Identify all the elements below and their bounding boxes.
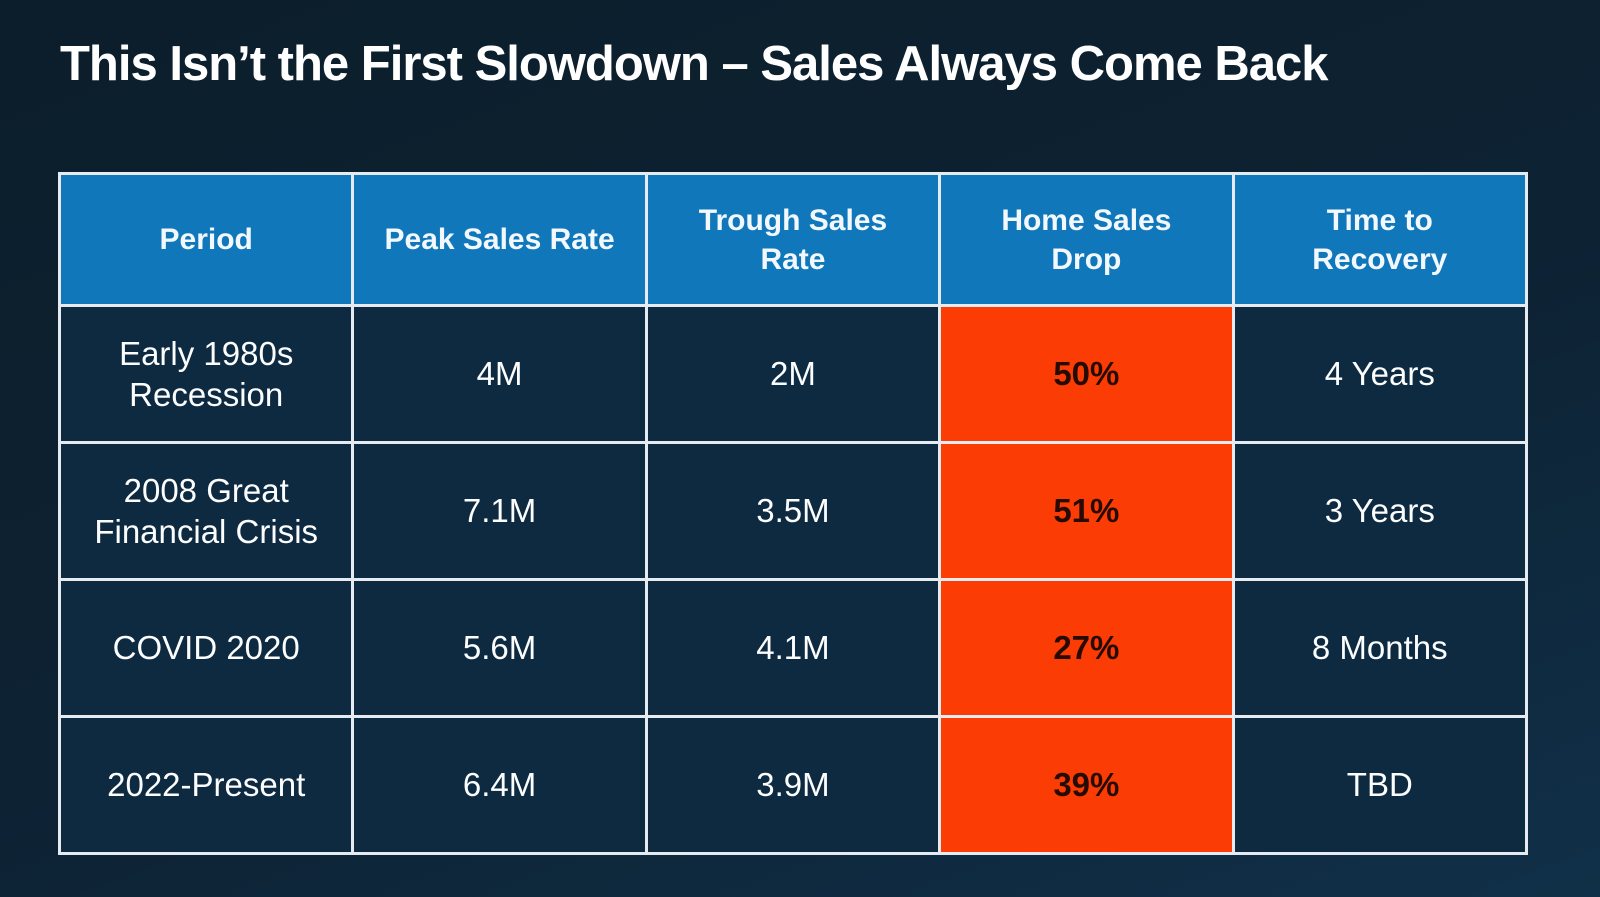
cell-peak: 4M [351, 304, 648, 444]
table-header: Period Peak Sales Rate Trough Sales Rate… [57, 172, 1529, 307]
cell-period: Early 1980s Recession [57, 304, 355, 444]
cell-trough: 4.1M [644, 578, 942, 718]
table-row: 2022-Present 6.4M 3.9M 39% TBD [57, 715, 1529, 855]
header-cell-period: Period [57, 172, 355, 307]
cell-trough: 3.9M [644, 715, 942, 855]
table-row: Early 1980s Recession 4M 2M 50% 4 Years [57, 304, 1529, 444]
table-row: 2008 Great Financial Crisis 7.1M 3.5M 51… [57, 441, 1529, 581]
cell-peak: 6.4M [351, 715, 648, 855]
cell-drop: 50% [938, 304, 1235, 444]
cell-period: COVID 2020 [57, 578, 355, 718]
cell-period: 2008 Great Financial Crisis [57, 441, 355, 581]
cell-drop: 51% [938, 441, 1235, 581]
cell-peak: 7.1M [351, 441, 648, 581]
cell-trough: 2M [644, 304, 942, 444]
header-cell-recovery: Time to Recovery [1231, 172, 1529, 307]
header-cell-peak: Peak Sales Rate [351, 172, 648, 307]
cell-drop: 27% [938, 578, 1235, 718]
cell-recovery: 8 Months [1231, 578, 1529, 718]
header-cell-drop: Home Sales Drop [938, 172, 1235, 307]
header-row: Period Peak Sales Rate Trough Sales Rate… [57, 172, 1529, 307]
cell-recovery: 4 Years [1231, 304, 1529, 444]
cell-period: 2022-Present [57, 715, 355, 855]
cell-peak: 5.6M [351, 578, 648, 718]
cell-drop: 39% [938, 715, 1235, 855]
cell-recovery: TBD [1231, 715, 1529, 855]
cell-recovery: 3 Years [1231, 441, 1529, 581]
sales-history-table: Period Peak Sales Rate Trough Sales Rate… [57, 172, 1529, 855]
table-row: COVID 2020 5.6M 4.1M 27% 8 Months [57, 578, 1529, 718]
cell-trough: 3.5M [644, 441, 942, 581]
page-title: This Isn’t the First Slowdown – Sales Al… [60, 37, 1329, 91]
header-cell-trough: Trough Sales Rate [644, 172, 942, 307]
table-body: Early 1980s Recession 4M 2M 50% 4 Years … [57, 304, 1529, 855]
